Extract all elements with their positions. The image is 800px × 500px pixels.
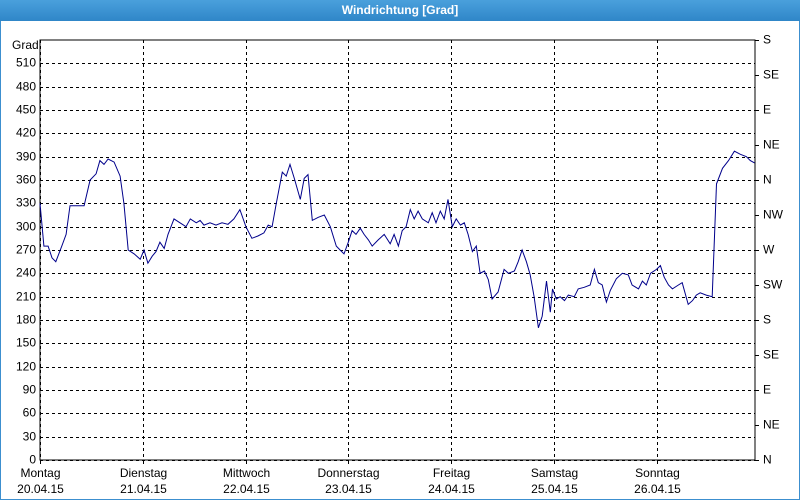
- y2-tick-label: S: [763, 33, 771, 47]
- y2-tick-label: E: [763, 383, 771, 397]
- y2-tick-label: NW: [763, 208, 784, 222]
- y-tick-label: 180: [16, 313, 36, 327]
- x-tick-sublabel: 21.04.15: [120, 482, 167, 496]
- y-tick-label: 300: [16, 220, 36, 234]
- y-tick-label: 270: [16, 243, 36, 257]
- y-tick-label: 480: [16, 80, 36, 94]
- x-tick-label: Samstag: [531, 466, 578, 480]
- x-tick-sublabel: 26.04.15: [634, 482, 681, 496]
- chart-title: Windrichtung [Grad]: [342, 3, 459, 17]
- y-tick-label: 450: [16, 103, 36, 117]
- x-tick-sublabel: 22.04.15: [223, 482, 270, 496]
- y2-tick-label: S: [763, 313, 771, 327]
- y2-tick-label: N: [763, 173, 772, 187]
- y2-tick-label: E: [763, 103, 771, 117]
- y2-tick-label: NE: [763, 418, 780, 432]
- data-line: [39, 150, 755, 328]
- y2-tick-label: SE: [763, 348, 779, 362]
- x-tick-sublabel: 24.04.15: [428, 482, 475, 496]
- y2-tick-label: SE: [763, 68, 779, 82]
- x-tick-label: Sonntag: [635, 466, 680, 480]
- y2-tick-label: W: [763, 243, 775, 257]
- y-tick-label: 120: [16, 360, 36, 374]
- x-tick-label: Mittwoch: [223, 466, 270, 480]
- y-tick-label: 360: [16, 173, 36, 187]
- y-tick-label: 240: [16, 266, 36, 280]
- y-axis-label: Grad: [12, 38, 39, 52]
- y-tick-label: 60: [23, 406, 37, 420]
- title-bar: [0, 0, 800, 21]
- x-tick-sublabel: 20.04.15: [17, 482, 64, 496]
- x-tick-sublabel: 23.04.15: [325, 482, 372, 496]
- x-tick-label: Montag: [20, 466, 60, 480]
- y-tick-label: 30: [23, 430, 37, 444]
- y2-tick-label: N: [763, 453, 772, 467]
- x-tick-label: Donnerstag: [317, 466, 379, 480]
- y-tick-label: 150: [16, 336, 36, 350]
- y-tick-label: 420: [16, 126, 36, 140]
- y-tick-label: 0: [29, 453, 36, 467]
- y2-tick-label: NE: [763, 138, 780, 152]
- x-tick-label: Freitag: [433, 466, 470, 480]
- y-tick-label: 330: [16, 196, 36, 210]
- y-tick-label: 390: [16, 150, 36, 164]
- x-tick-sublabel: 25.04.15: [531, 482, 578, 496]
- x-tick-label: Dienstag: [120, 466, 167, 480]
- y-tick-label: 510: [16, 56, 36, 70]
- y-tick-label: 210: [16, 290, 36, 304]
- y-tick-label: 90: [23, 383, 37, 397]
- y2-tick-label: SW: [763, 278, 783, 292]
